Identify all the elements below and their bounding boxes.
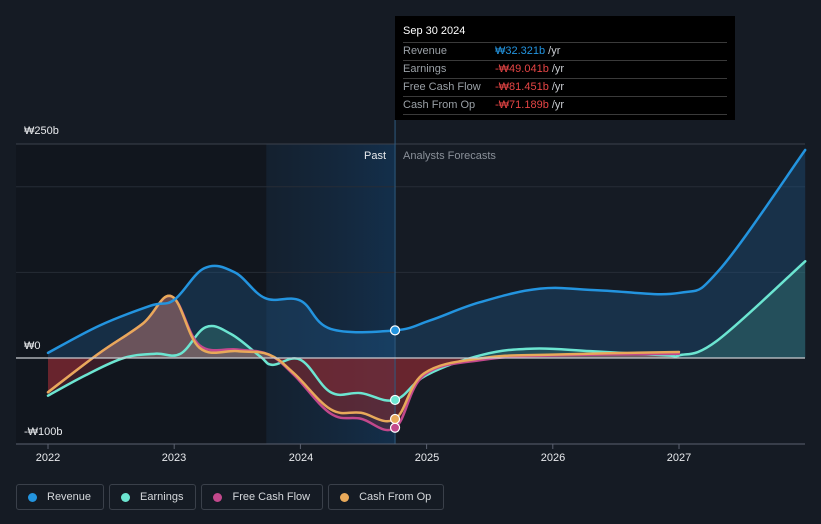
cash-from-op-area-negative bbox=[48, 358, 679, 422]
tooltip-unit: /yr bbox=[551, 99, 565, 111]
x-tick-label: 2025 bbox=[414, 452, 440, 464]
free-cash-flow-dot-icon bbox=[213, 492, 223, 502]
free-cash-flow-marker[interactable] bbox=[389, 422, 401, 433]
tooltip-row-revenue: Revenue ₩32.321b /yr bbox=[403, 42, 727, 60]
tooltip-label: Cash From Op bbox=[403, 99, 476, 111]
tooltip-label: Free Cash Flow bbox=[403, 81, 481, 93]
past-label: Past bbox=[364, 150, 387, 162]
x-tick-label: 2024 bbox=[288, 452, 314, 464]
past-background bbox=[16, 144, 267, 444]
legend-label: Revenue bbox=[47, 491, 92, 503]
forecast-label: Analysts Forecasts bbox=[403, 150, 496, 162]
legend-item-earnings[interactable]: Earnings bbox=[109, 484, 197, 510]
x-tick-label: 2027 bbox=[666, 452, 692, 464]
legend-item-revenue[interactable]: Revenue bbox=[16, 484, 105, 510]
tooltip-date: Sep 30 2024 bbox=[403, 25, 466, 37]
earnings-dot-icon bbox=[121, 492, 131, 502]
x-tick-label: 2022 bbox=[35, 452, 61, 464]
revenue-dot-icon bbox=[28, 492, 37, 502]
tooltip: Sep 30 2024 Revenue ₩32.321b /yr Earning… bbox=[395, 16, 735, 120]
legend-label: Cash From Op bbox=[359, 491, 432, 503]
tooltip-label: Revenue bbox=[403, 45, 448, 57]
tooltip-value: ₩32.321b bbox=[495, 45, 546, 57]
revenue-line bbox=[46, 148, 807, 355]
revenue-marker[interactable] bbox=[389, 325, 401, 336]
x-tick-label: 2023 bbox=[161, 452, 187, 464]
tooltip-row-earnings: Earnings -₩49.041b /yr bbox=[403, 60, 727, 78]
cash-from-op-marker[interactable] bbox=[389, 413, 401, 425]
y-tick-label: ₩250b bbox=[24, 125, 59, 137]
tooltip-unit: /yr bbox=[551, 81, 565, 93]
x-tick-label: 2026 bbox=[540, 452, 566, 464]
y-tick-label: -₩100b bbox=[24, 426, 63, 438]
legend-item-cash-from-op[interactable]: Cash From Op bbox=[328, 484, 445, 510]
tooltip-value: -₩49.041b bbox=[495, 63, 549, 75]
cash-from-op-area-positive bbox=[48, 295, 679, 358]
legend-label: Free Cash Flow bbox=[232, 491, 311, 503]
free-cash-flow-area-positive bbox=[48, 296, 679, 358]
tooltip-value: -₩71.189b bbox=[495, 99, 549, 111]
legend-item-free-cash-flow[interactable]: Free Cash Flow bbox=[201, 484, 324, 510]
highlight-region bbox=[266, 144, 396, 444]
earnings-marker[interactable] bbox=[389, 394, 401, 406]
earnings-line bbox=[46, 260, 807, 402]
earnings-area-negative bbox=[48, 358, 806, 401]
tooltip-unit: /yr bbox=[551, 63, 565, 75]
earnings-area-positive bbox=[48, 261, 806, 358]
legend: Revenue Earnings Free Cash Flow Cash Fro… bbox=[16, 484, 445, 510]
cash-from-op-dot-icon bbox=[340, 492, 350, 502]
tooltip-unit: /yr bbox=[548, 45, 561, 57]
tooltip-row-free-cash-flow: Free Cash Flow -₩81.451b /yr bbox=[403, 78, 727, 96]
tooltip-label: Earnings bbox=[403, 63, 447, 75]
legend-label: Earnings bbox=[140, 491, 184, 503]
y-tick-label: ₩0 bbox=[24, 340, 41, 352]
tooltip-value: -₩81.451b bbox=[495, 81, 549, 93]
revenue-area-positive bbox=[48, 149, 806, 358]
tooltip-row-cash-from-op: Cash From Op -₩71.189b /yr bbox=[403, 96, 727, 115]
